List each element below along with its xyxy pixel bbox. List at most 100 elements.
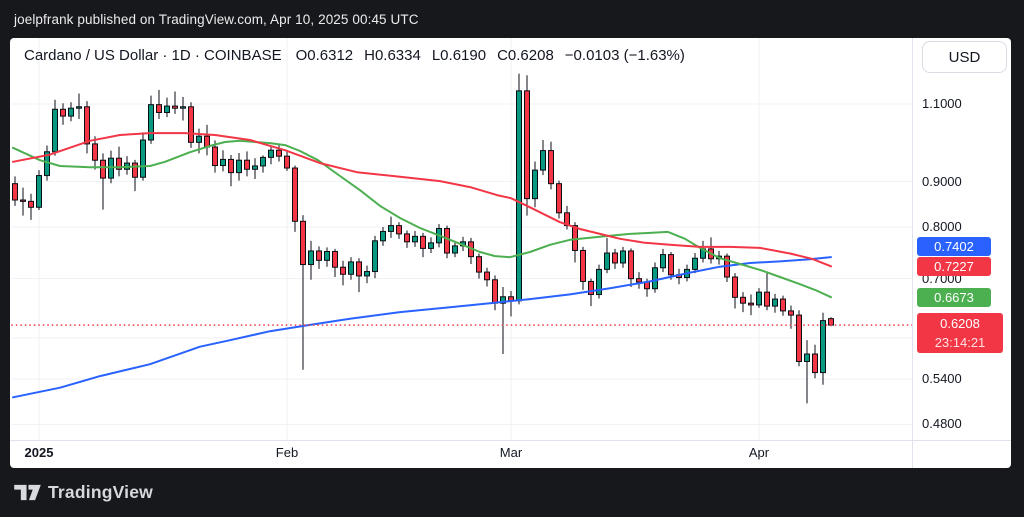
candle-body — [220, 158, 226, 167]
price-scale-label: 1.1000 — [922, 95, 962, 111]
candle-body — [780, 298, 786, 312]
currency-toggle-button[interactable]: USD — [922, 41, 1007, 73]
candle-body — [364, 271, 370, 277]
candle-body — [340, 266, 346, 275]
candle-body — [172, 105, 178, 109]
price-scale-label: 0.5400 — [922, 370, 962, 386]
candle-body — [820, 320, 826, 374]
ohlc-change: −0.0103 (−1.63%) — [564, 47, 685, 64]
candle-body — [572, 225, 578, 251]
candle-body — [556, 183, 562, 214]
candle-body — [444, 228, 450, 254]
candle-body — [348, 261, 354, 275]
candle-body — [484, 271, 490, 281]
candle-body — [324, 250, 330, 261]
candle-body — [228, 158, 234, 174]
candle-body — [268, 149, 274, 158]
ma-value-badge: 0.6673 — [917, 287, 991, 307]
candle-body — [212, 146, 218, 167]
tradingview-brand-link[interactable]: TradingView — [14, 482, 153, 503]
candle-body — [372, 240, 378, 273]
candle-body — [68, 107, 74, 117]
bar-countdown-timer: 23:14:21 — [934, 335, 986, 350]
candle-body — [404, 233, 410, 243]
candle-body — [388, 225, 394, 232]
candle-body — [532, 169, 538, 200]
candle-body — [476, 256, 482, 273]
candle-body — [660, 254, 666, 269]
ma-mid-red — [12, 132, 832, 268]
candle-body — [804, 353, 810, 362]
candle-body — [772, 298, 778, 307]
candle-body — [300, 220, 306, 266]
ohlc-low: L0.6190 — [431, 47, 487, 64]
candle-body — [332, 250, 338, 268]
candle-body — [308, 250, 314, 266]
price-scale-label: 0.8000 — [922, 219, 962, 235]
price-scale-label: 0.9000 — [922, 173, 962, 189]
publish-banner: joelpfrank published on TradingView.com,… — [0, 0, 1024, 38]
candle-body — [588, 280, 594, 295]
tradingview-logo-icon — [14, 484, 41, 501]
candle-body — [12, 183, 18, 201]
candle-body — [628, 250, 634, 280]
candle-body — [76, 106, 82, 109]
candle-body — [260, 156, 266, 167]
candle-body — [316, 250, 322, 261]
symbol-title: Cardano / US Dollar · 1D · COINBASE — [24, 47, 282, 64]
publish-banner-text: joelpfrank published on TradingView.com,… — [14, 11, 419, 27]
candle-body — [164, 105, 170, 113]
candle-body — [740, 296, 746, 304]
candle-body — [604, 252, 610, 270]
candle-body — [356, 261, 362, 277]
candle-body — [84, 106, 90, 145]
symbol-header: Cardano / US Dollar · 1D · COINBASE O0.63… — [24, 47, 696, 64]
candle-body — [92, 143, 98, 161]
candle-body — [428, 242, 434, 249]
candle-body — [236, 159, 242, 174]
candle-body — [244, 159, 250, 170]
candle-body — [596, 268, 602, 295]
candle-body — [140, 139, 146, 178]
candle-body — [732, 276, 738, 298]
candle-body — [276, 149, 282, 157]
current-price-value: 0.6208 — [940, 316, 980, 331]
candle-body — [748, 302, 754, 306]
candle-body — [196, 135, 202, 143]
candle-body — [36, 175, 42, 208]
candle-body — [148, 104, 154, 141]
time-scale-label: 2025 — [24, 445, 54, 460]
candle-body — [580, 249, 586, 282]
candle-body — [620, 250, 626, 264]
candle-body — [284, 155, 290, 169]
candle-body — [452, 245, 458, 254]
footer: TradingView — [0, 468, 1024, 517]
candle-body — [132, 162, 138, 178]
price-scale-label: 0.4800 — [922, 416, 962, 432]
candle-body — [420, 235, 426, 249]
candle-body — [396, 225, 402, 235]
candle-body — [52, 108, 58, 153]
candle-body — [60, 108, 66, 117]
candle-body — [828, 318, 834, 326]
ma-value-badge: 0.7227 — [917, 256, 991, 276]
candle-body — [20, 199, 26, 202]
candle-body — [548, 150, 554, 185]
candle-body — [764, 291, 770, 307]
candle-body — [636, 278, 642, 283]
time-scale-label: Mar — [499, 445, 523, 460]
candle-body — [412, 235, 418, 243]
candle-body — [788, 310, 794, 316]
candle-body — [796, 314, 802, 362]
candle-body — [812, 353, 818, 374]
candle-body — [516, 90, 522, 302]
candle-body — [188, 106, 194, 143]
ma-value-badge: 0.7402 — [917, 236, 991, 256]
time-scale-label: Apr — [748, 445, 770, 460]
candle-body — [252, 165, 258, 170]
candle-body — [524, 90, 530, 200]
candle-body — [756, 291, 762, 306]
candle-body — [380, 230, 386, 242]
